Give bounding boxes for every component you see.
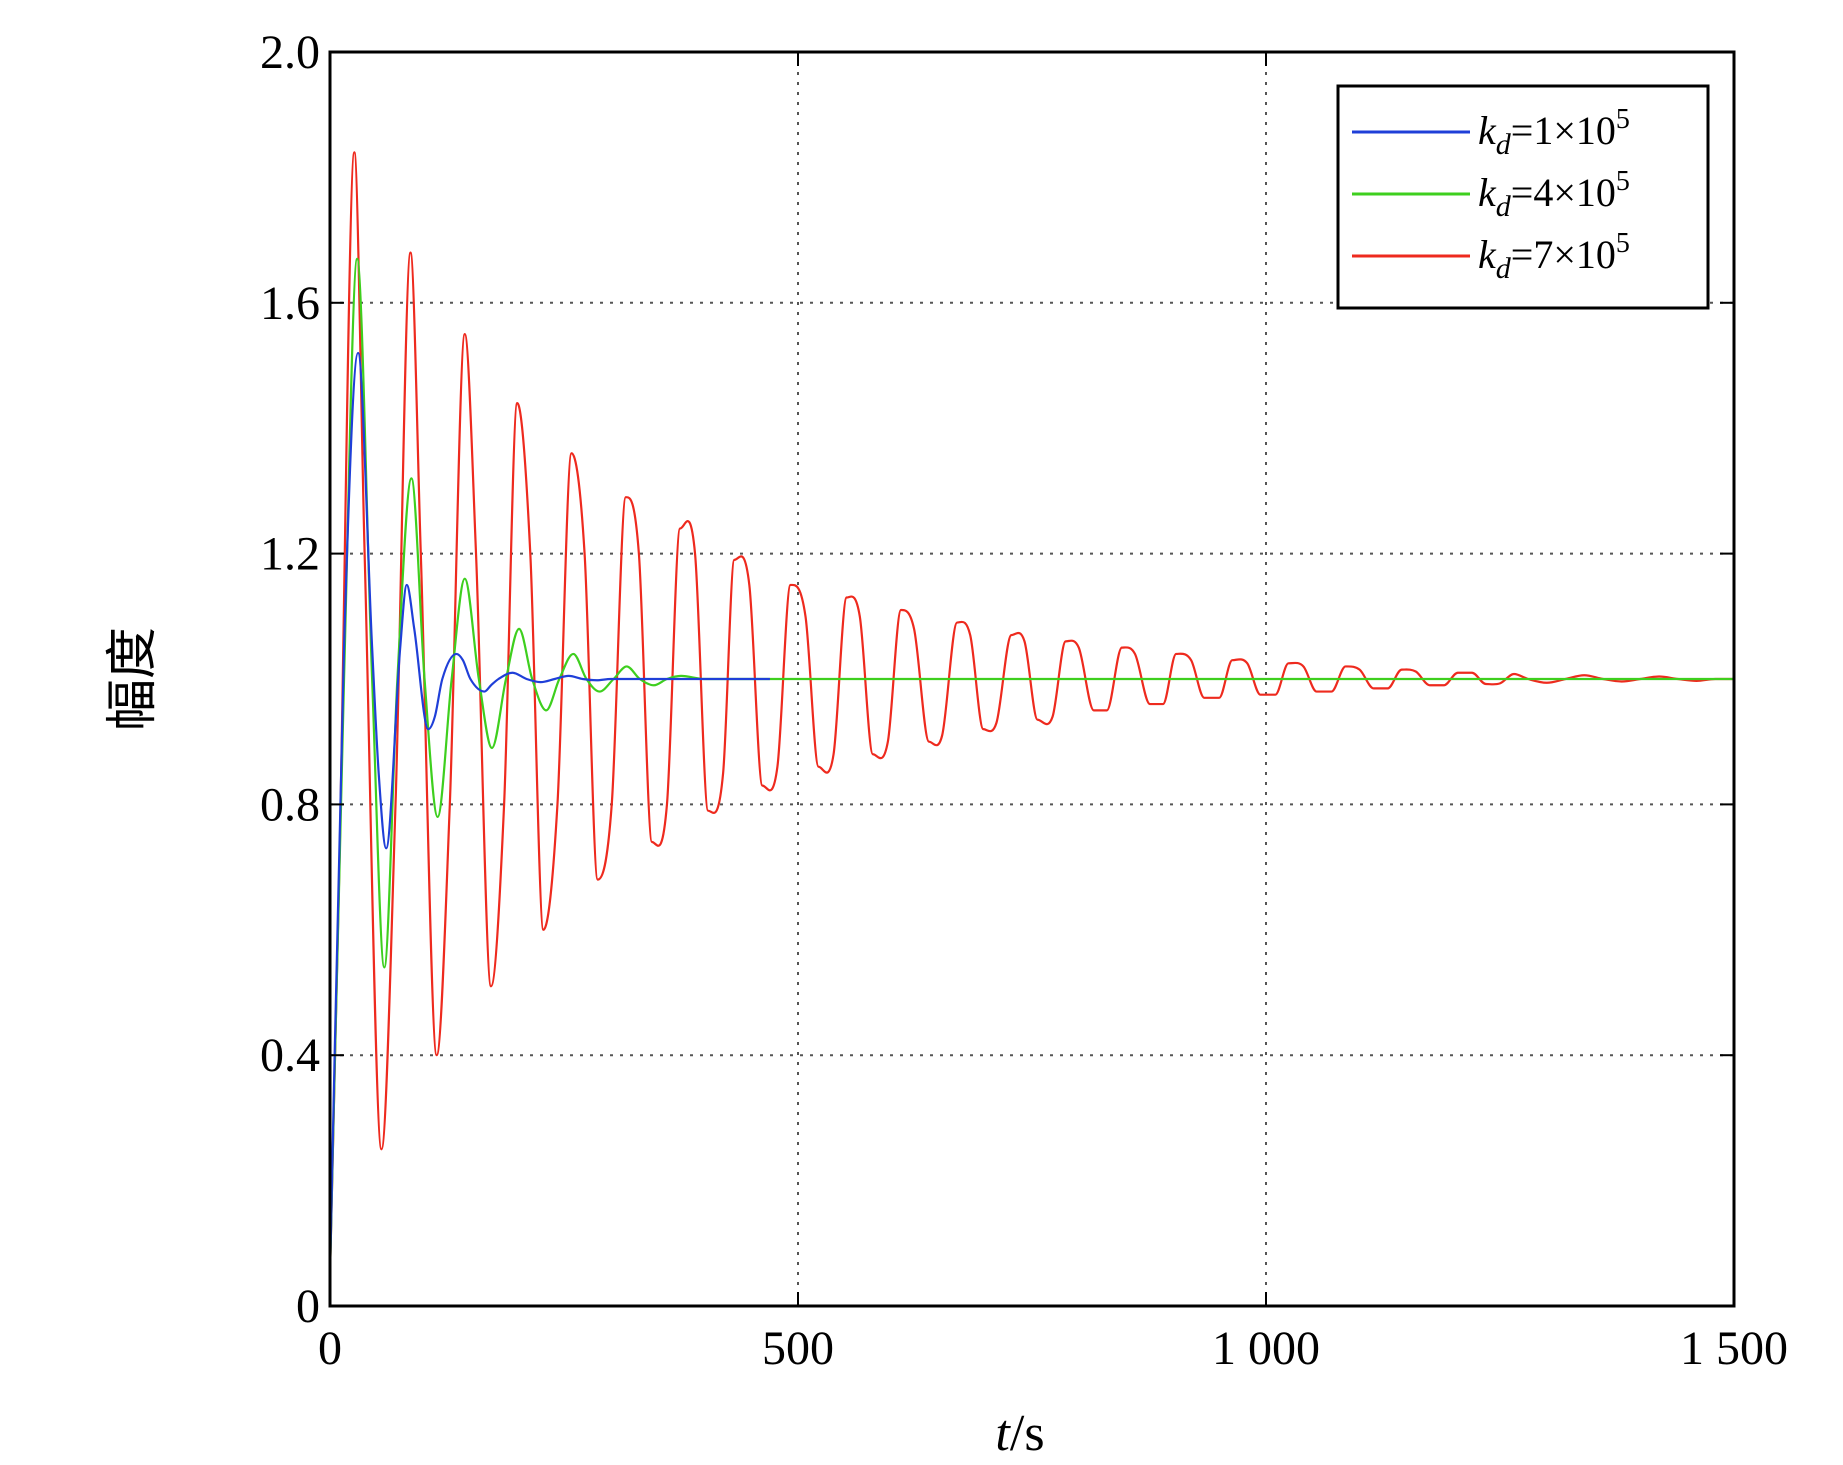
y-tick-label: 1.6: [260, 277, 320, 330]
ticks: [329, 51, 1735, 1307]
y-tick-label: 0: [296, 1280, 320, 1333]
legend-label-2: kd=4×105: [1478, 166, 1630, 223]
legend-box: [1336, 84, 1710, 310]
y-tick-label: 2.0: [260, 26, 320, 79]
legend-label-3: kd=7×105: [1478, 228, 1630, 285]
x-tick-label: 0: [318, 1322, 342, 1375]
x-tick-label: 500: [762, 1322, 834, 1375]
tick-labels: 0 500 1 000 1 500 0 0.4 0.8 1.2 1.6 2.0: [260, 26, 1788, 1375]
legend-label-1: kd=1×105: [1478, 104, 1630, 161]
series-line-2: [328, 257, 1734, 1275]
series-line-1: [328, 351, 770, 1275]
series-layer: [328, 151, 1734, 1275]
series-line-3: [328, 151, 1734, 1275]
y-tick-label: 1.2: [260, 528, 320, 581]
x-tick-label: 1 000: [1212, 1322, 1320, 1375]
y-axis-title: 幅度: [105, 627, 162, 731]
y-tick-label: 0.4: [260, 1029, 320, 1082]
y-tick-label: 0.8: [260, 778, 320, 831]
x-tick-label: 1 500: [1680, 1322, 1788, 1375]
x-axis-title: t/s: [995, 1405, 1044, 1462]
plot-frame: [328, 50, 1736, 1308]
